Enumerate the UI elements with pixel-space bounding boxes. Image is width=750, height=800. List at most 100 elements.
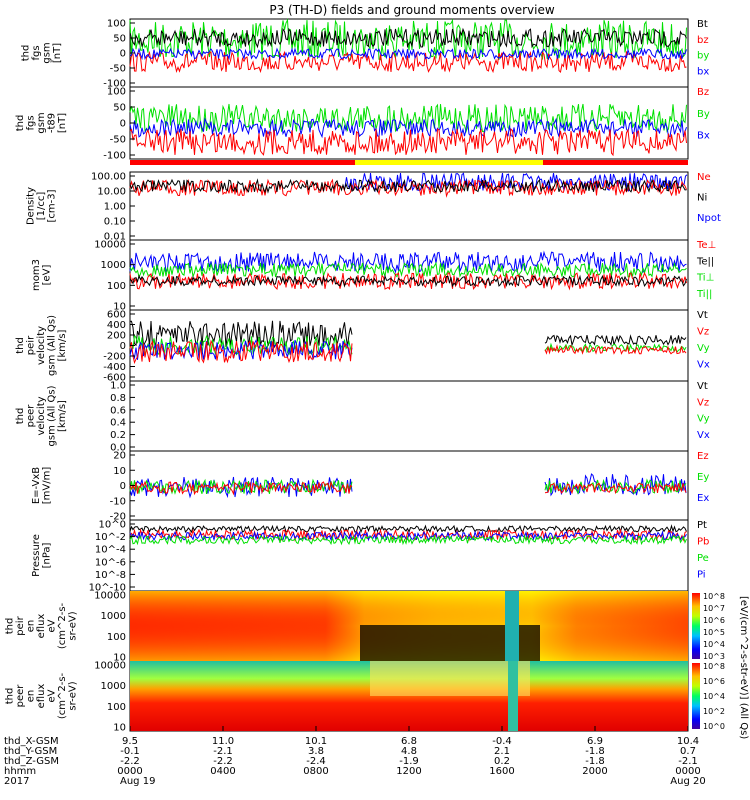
panel-1-trace-2 (129, 50, 687, 74)
legend-Bx: Bx (697, 131, 710, 142)
y-tick-label: 0.2 (110, 430, 126, 441)
x-tick-label: 1600 (489, 766, 514, 777)
legend-Vt: Vt (697, 381, 708, 392)
y-tick-label: 100 (107, 19, 126, 30)
ylabel-line: (cm^2-s- (57, 672, 68, 719)
ylabel-line: [km/s] (57, 329, 68, 361)
y-tick-label: 10 (113, 302, 126, 313)
heatmap-ion-flux (130, 591, 688, 661)
legend-Vx: Vx (697, 430, 710, 441)
ylabel-line: [mV/m] (41, 467, 52, 505)
ylabel-line: gsm (41, 42, 52, 63)
legend-Te||: Te|| (696, 256, 714, 267)
panel-3-trace-3 (129, 178, 687, 194)
legend-Ti||: Ti|| (696, 289, 712, 300)
panel-7-trace-3 (129, 480, 353, 496)
ylabel-line: peer (15, 684, 26, 708)
ylabel-line: mom3 (31, 259, 42, 291)
y-tick-label: 0 (120, 341, 126, 352)
legend-Vt: Vt (697, 310, 708, 321)
y-tick-label: 1000 (101, 681, 126, 692)
x-tick-label: -1.8 (585, 756, 605, 767)
y-tick-label: 10.00 (97, 187, 126, 198)
colorbar-tick: 10^3 (703, 652, 725, 661)
ylabel-line: sr-eV) (68, 681, 79, 710)
y-tick-label: -50 (110, 64, 126, 75)
x-tick-label: 6.9 (587, 736, 603, 747)
y-tick-label: -400 (103, 362, 126, 373)
y-tick-label: 50 (113, 34, 126, 45)
y-tick-label: 10^-8 (95, 570, 126, 581)
legend-By: By (697, 109, 710, 120)
legend-Ez: Ez (697, 451, 709, 462)
x-tick-label: -2.1 (678, 756, 698, 767)
panel-4-ylabel: mom3 [eV] (31, 259, 53, 291)
panel-9-ylabel: thd peir en eflux eV (cm^2-s-sr-eV) (5, 602, 79, 649)
panel-5-trace-4 (129, 339, 353, 365)
y-tick-label: 1.00 (104, 202, 126, 213)
x-tick-label: 10.4 (677, 736, 699, 747)
y-tick-label: -100 (103, 151, 126, 162)
x-tick-label: -2.4 (306, 756, 326, 767)
y-tick-label: 0.8 (110, 393, 126, 404)
legend-Vx: Vx (697, 360, 710, 371)
ylabel-line: thd (15, 115, 26, 132)
panel-5-ylabel: thd peir velocity gsm (All Qs) [km/s] (15, 315, 68, 376)
y-tick-label: -50 (110, 135, 126, 146)
y-tick-label: 400 (107, 320, 126, 331)
y-tick-label: 0 (120, 49, 126, 60)
colorbar-tick: 10^6 (703, 677, 725, 686)
ylabel-line: velocity (36, 326, 47, 365)
y-tick-label: 10^-4 (95, 545, 126, 556)
x-axis-labels: thd_X-GSMthd_Y-GSMthd_Z-GSMhhmm20179.5-0… (4, 726, 706, 787)
y-tick-label: 0 (120, 481, 126, 492)
legend-Pe: Pe (697, 553, 709, 564)
y-tick-label: 100.00 (91, 172, 126, 183)
ylabel-line: E=-VxB (31, 467, 42, 504)
colorbar-ion (692, 593, 700, 659)
y-tick-label: 0.4 (110, 418, 126, 429)
x-row-label: thd_X-GSM (4, 736, 59, 747)
y-tick-label: 100 (107, 87, 126, 98)
panel-5-trace-5 (544, 334, 687, 347)
y-tick-label: 0.10 (104, 217, 126, 228)
y-tick-label: 10000 (94, 240, 126, 251)
ylabel-line: [cm-3] (47, 189, 58, 222)
x-tick-label: -0.1 (120, 746, 140, 757)
colorbar-tick: 10^6 (703, 616, 725, 625)
ylabel-line: thd (20, 45, 31, 62)
panel-5-trace-7 (544, 344, 687, 355)
x-tick-label: 4.8 (401, 746, 417, 757)
heatmap-electron-flux (130, 661, 688, 731)
x-tick-label: -1.9 (399, 756, 419, 767)
figure-title: P3 (TH-D) fields and ground moments over… (269, 3, 554, 17)
ylabel-line: thd (15, 408, 26, 425)
y-tick-label: 10 (113, 466, 126, 477)
y-tick-label: 100 (107, 281, 126, 292)
y-tick-label: 1000 (101, 260, 126, 271)
x-tick-label: Aug 19 (120, 776, 155, 787)
y-tick-label: 10^-10 (89, 583, 126, 594)
y-tick-label: 10000 (94, 661, 126, 672)
mode-bar (130, 160, 688, 165)
y-tick-label: 10^0 (99, 520, 126, 531)
x-tick-label: 10.1 (305, 736, 327, 747)
colorbar-tick: 10^0 (703, 722, 725, 731)
x-tick-label: -1.8 (585, 746, 605, 757)
ylabel-line: peer (26, 404, 37, 428)
y-tick-label: 0.6 (110, 405, 126, 416)
legend-Vy: Vy (697, 414, 710, 425)
y-tick-label: 10^-6 (95, 557, 126, 568)
panel-8-trace-1 (129, 524, 687, 534)
legend-Vz: Vz (697, 327, 709, 338)
x-tick-label: 0800 (303, 766, 328, 777)
ylabel-line: [nT] (57, 113, 68, 133)
x-tick-label: 0.7 (680, 746, 696, 757)
x-tick-label: 2000 (582, 766, 607, 777)
legend-Vy: Vy (697, 343, 710, 354)
y-tick-label: 10000 (94, 591, 126, 602)
y-tick-label: 0 (120, 119, 126, 130)
legend-Ey: Ey (697, 472, 709, 483)
ylabel-line: -t89 (47, 113, 58, 133)
legend-Bz: Bz (697, 87, 709, 98)
